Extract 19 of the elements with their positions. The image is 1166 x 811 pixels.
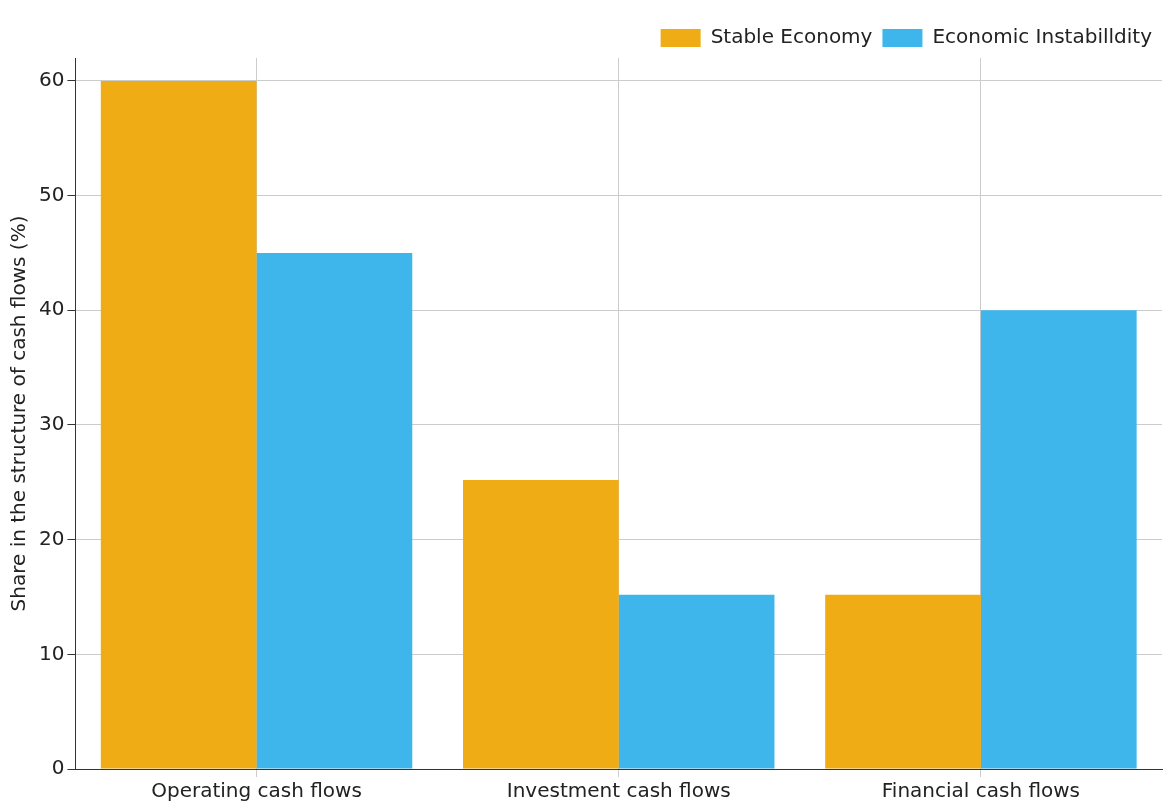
bar [825,594,981,769]
y-tick-label: 60 [39,67,65,92]
y-tick-label: 50 [39,181,65,206]
x-tick-label: Investment cash flows [506,778,731,803]
bar [462,480,619,769]
y-tick-label: 30 [39,411,65,436]
bar [100,80,257,769]
y-tick-label: 40 [39,296,65,321]
legend-label: Economic Instabilldity [932,24,1153,49]
y-tick-label: 20 [39,525,65,550]
legend-label: Stable Economy [710,24,873,49]
x-tick-label: Financial cash flows [881,778,1081,803]
bar [618,594,775,769]
bar [256,252,413,769]
y-axis-title: Share in the structure of cash flows (%) [6,215,31,612]
x-tick-label: Operating cash flows [151,778,362,803]
bar [980,310,1137,769]
y-tick-label: 10 [39,640,65,665]
y-tick-label: 0 [51,755,65,780]
